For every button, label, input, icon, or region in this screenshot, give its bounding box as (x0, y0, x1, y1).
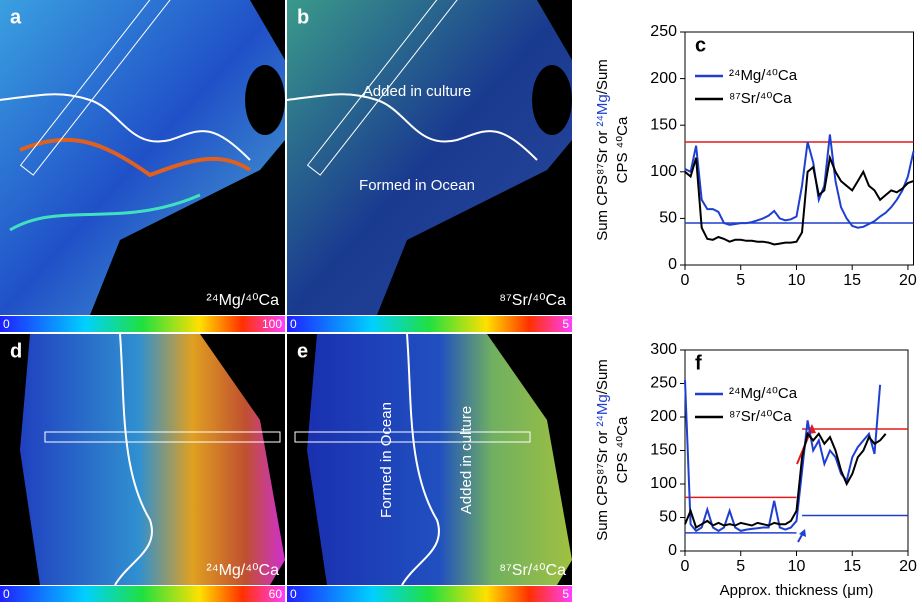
y-axis-label: Sum CPS⁸⁷Sr or ²⁴Mg/Sum (594, 359, 611, 541)
legend-label: ⁸⁷Sr/⁴⁰Ca (729, 90, 792, 107)
panel-d-image (0, 333, 285, 586)
y-tick-label: 200 (650, 408, 677, 425)
colorbar-max: 5 (562, 587, 569, 601)
y-tick-label: 100 (650, 163, 677, 180)
y-axis-label-part: ²⁴Mg (594, 394, 611, 426)
plot-frame (684, 31, 914, 266)
colorbar-max: 60 (269, 587, 283, 601)
y-axis-label-part: Sum CPS⁸⁷Sr or (594, 127, 611, 241)
region-annotation: Added in culture (363, 83, 471, 100)
region-annotation: Added in culture (458, 406, 475, 514)
y-axis-label: CPS ⁴⁰Ca (614, 416, 631, 483)
series-line (684, 431, 887, 529)
series-line (684, 154, 914, 246)
y-tick-label: 250 (650, 375, 677, 392)
x-tick-label: 0 (681, 558, 690, 575)
colorbar-min: 0 (290, 587, 297, 601)
y-tick-label: 300 (650, 341, 677, 358)
panel-label: a (10, 6, 22, 28)
legend-label: ²⁴Mg/⁴⁰Ca (729, 67, 798, 84)
image-caption: ⁸⁷Sr/⁴⁰Ca (499, 562, 566, 579)
region-annotation: Formed in Ocean (359, 177, 475, 194)
y-axis-label-part: /Sum (594, 359, 611, 394)
colorbar-max: 100 (262, 317, 282, 331)
x-tick-label: 10 (788, 558, 806, 575)
region-annotation: Formed in Ocean (378, 402, 395, 518)
legend-label: ²⁴Mg/⁴⁰Ca (729, 385, 798, 402)
y-axis-label-part: CPS ⁴⁰Ca (614, 416, 631, 483)
colorbar (0, 316, 285, 332)
x-tick-label: 15 (843, 558, 861, 575)
series-line (684, 134, 915, 229)
image-caption: ²⁴Mg/⁴⁰Ca (206, 562, 279, 579)
y-axis-label: CPS ⁴⁰Ca (614, 116, 631, 183)
colorbar (287, 316, 572, 332)
y-tick-label: 0 (668, 256, 677, 273)
colorbar (287, 586, 572, 602)
y-tick-label: 250 (650, 23, 677, 40)
y-tick-label: 150 (650, 116, 677, 133)
legend-label: ⁸⁷Sr/⁴⁰Ca (729, 408, 792, 425)
x-tick-label: 5 (736, 558, 745, 575)
y-tick-label: 150 (650, 442, 677, 459)
y-axis-label-part: CPS ⁴⁰Ca (614, 116, 631, 183)
panel-e-image (287, 333, 572, 586)
panel-label: d (10, 340, 22, 362)
colorbar-min: 0 (290, 317, 297, 331)
y-axis-label-part: Sum CPS⁸⁷Sr or (594, 427, 611, 541)
y-axis-label-part: /Sum (594, 59, 611, 94)
x-tick-label: 0 (681, 272, 690, 289)
y-tick-label: 100 (650, 475, 677, 492)
x-tick-label: 15 (843, 272, 861, 289)
colorbar (0, 586, 285, 602)
panel-label: e (297, 340, 308, 362)
panel-a-image (0, 0, 285, 315)
panel-label: c (695, 34, 706, 56)
x-tick-label: 5 (736, 272, 745, 289)
panel-label: b (297, 6, 309, 28)
x-axis-label: Approx. thickness (μm) (720, 582, 874, 599)
colorbar-min: 0 (3, 317, 10, 331)
x-tick-label: 20 (899, 558, 917, 575)
colorbar-max: 5 (562, 317, 569, 331)
series-line (684, 380, 882, 533)
y-tick-label: 50 (659, 210, 677, 227)
colorbar-min: 0 (3, 587, 10, 601)
panel-label: f (695, 352, 702, 374)
panel-b-image (286, 0, 572, 315)
y-tick-label: 50 (659, 509, 677, 526)
y-axis-label: Sum CPS⁸⁷Sr or ²⁴Mg/Sum (594, 59, 611, 241)
x-tick-label: 20 (899, 272, 917, 289)
image-caption: ²⁴Mg/⁴⁰Ca (206, 292, 279, 309)
image-caption: ⁸⁷Sr/⁴⁰Ca (499, 292, 566, 309)
y-axis-label-part: ²⁴Mg (594, 94, 611, 126)
y-tick-label: 0 (668, 542, 677, 559)
y-tick-label: 200 (650, 70, 677, 87)
x-tick-label: 10 (788, 272, 806, 289)
